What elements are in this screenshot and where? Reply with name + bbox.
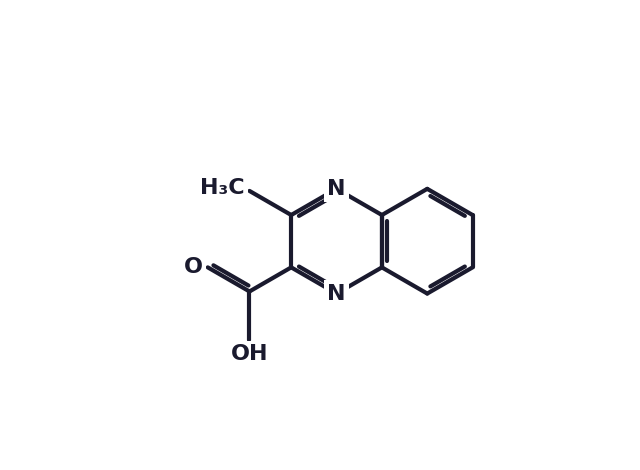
Text: H₃C: H₃C [200,178,245,198]
Text: O: O [184,258,203,277]
Text: N: N [327,179,346,199]
Text: OH: OH [231,344,268,364]
Text: N: N [327,283,346,304]
